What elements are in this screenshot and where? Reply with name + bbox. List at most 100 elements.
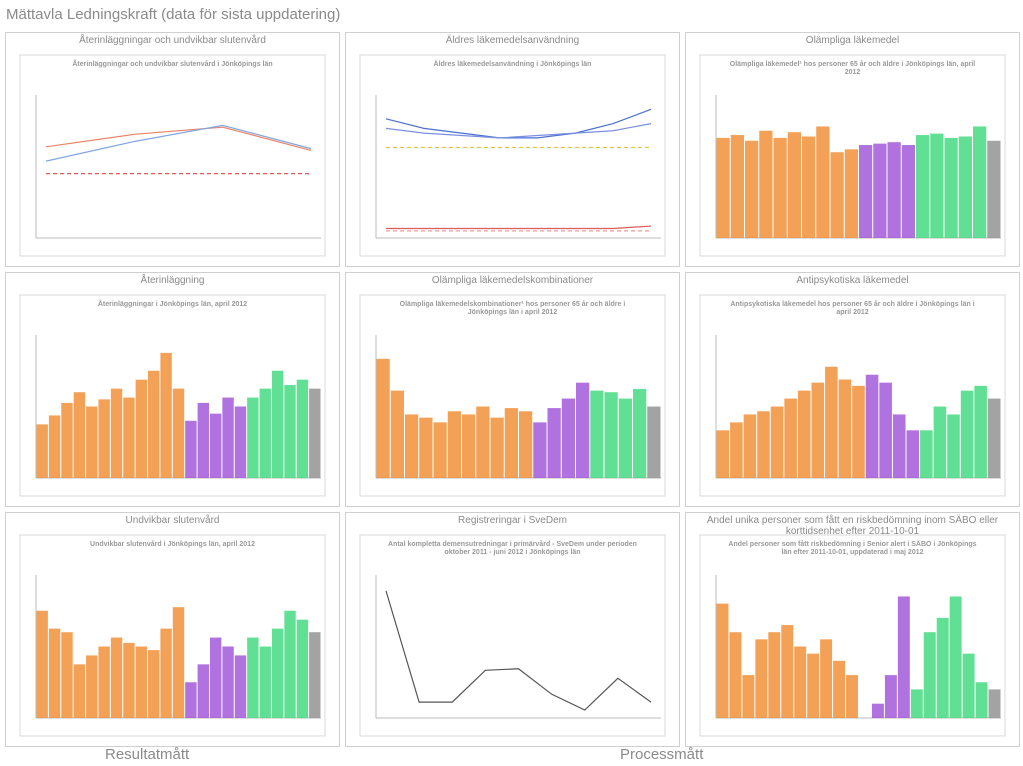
series-line — [385, 123, 652, 139]
bar — [296, 619, 309, 718]
bar — [973, 126, 987, 238]
bar — [36, 610, 48, 718]
panel: Registreringar i SveDem Antal kompletta d… — [345, 512, 680, 747]
bar — [768, 632, 781, 718]
bar — [433, 422, 447, 478]
bar — [910, 689, 923, 718]
bar — [830, 152, 844, 238]
bar — [271, 370, 284, 478]
panel: Äldres läkemedelsanvändning Äldres läkeme… — [345, 32, 680, 267]
bar — [936, 617, 949, 718]
panel-title: Återinläggning — [140, 275, 205, 286]
chart — [699, 294, 1006, 497]
bar — [838, 379, 852, 478]
bar — [962, 653, 975, 718]
bar — [633, 389, 647, 478]
bar — [852, 385, 865, 478]
bar — [48, 628, 61, 718]
bar — [73, 392, 86, 478]
panel: Olämpliga läkemedelskombinationer Olämpli… — [345, 272, 680, 507]
bar — [604, 392, 618, 478]
bar — [197, 402, 209, 478]
bar — [787, 132, 801, 238]
bar — [61, 632, 73, 718]
bar — [807, 653, 820, 718]
bar — [561, 398, 575, 478]
bar — [209, 413, 222, 478]
chart — [19, 534, 326, 737]
chart-title: Återinläggningar och undvikbar slutenvår… — [72, 61, 273, 68]
bar — [802, 136, 816, 238]
bar — [884, 675, 897, 718]
bar — [247, 637, 259, 718]
bar — [259, 646, 271, 718]
bar — [271, 628, 284, 718]
bar — [887, 142, 901, 238]
bar — [405, 414, 419, 478]
bar — [284, 385, 296, 478]
bar — [172, 607, 185, 718]
bar — [222, 646, 234, 718]
bar — [716, 137, 730, 238]
bar — [234, 406, 247, 478]
bar — [906, 430, 920, 478]
bar — [36, 424, 48, 478]
bar — [547, 408, 561, 478]
chart — [359, 54, 666, 257]
bar — [757, 411, 770, 478]
bar — [958, 136, 972, 238]
bar — [110, 637, 123, 718]
bar — [222, 397, 234, 478]
bar — [73, 664, 86, 718]
bar — [944, 137, 958, 238]
panel-title: Olämpliga läkemedel — [805, 35, 900, 46]
chart — [19, 294, 326, 497]
bar — [794, 646, 807, 718]
bar — [135, 646, 148, 718]
bar — [975, 682, 988, 718]
chart — [19, 54, 326, 257]
bar — [86, 406, 98, 478]
bar — [825, 366, 838, 478]
bar — [504, 408, 518, 478]
panel-title: Undvikbar slutenvård — [125, 515, 220, 526]
chart — [359, 294, 666, 497]
bar — [755, 639, 768, 718]
bar — [185, 420, 197, 478]
bar — [873, 143, 887, 238]
series-line — [385, 108, 652, 139]
bar — [172, 388, 185, 478]
chart-title: Äldres läkemedelsanvändning i Jönköpings… — [433, 61, 592, 68]
panel: Återinläggning Återinläggningar i Jönköpi… — [5, 272, 340, 507]
series-line — [386, 225, 652, 230]
bar — [844, 149, 858, 238]
bar — [98, 646, 110, 718]
series-line — [45, 126, 312, 151]
bar — [110, 388, 123, 478]
bar — [781, 625, 794, 718]
bar — [284, 610, 296, 718]
bar — [519, 411, 533, 478]
chart-frame — [359, 534, 666, 737]
section-label: Resultatmått — [105, 746, 190, 763]
bar — [987, 140, 1001, 238]
chart-title: Antipsykotiska läkemedel hos personer 65… — [730, 301, 975, 316]
bar — [797, 390, 811, 478]
bar — [259, 388, 271, 478]
bar — [816, 126, 830, 238]
bar — [871, 703, 884, 718]
bar — [462, 414, 476, 478]
bar — [730, 422, 743, 478]
panel: Återinläggningar och undvikbar slutenvår… — [5, 32, 340, 267]
bar — [745, 140, 759, 238]
bar — [247, 397, 259, 478]
panel: Andel unika personer som fått en riskbed… — [685, 512, 1020, 747]
bar — [234, 655, 247, 718]
bar — [209, 637, 222, 718]
bar — [309, 388, 321, 478]
bar — [123, 397, 135, 478]
bar — [376, 358, 390, 478]
bar — [897, 596, 910, 718]
panel-title: Äldres läkemedelsanvändning — [445, 35, 580, 46]
bar — [148, 650, 160, 718]
